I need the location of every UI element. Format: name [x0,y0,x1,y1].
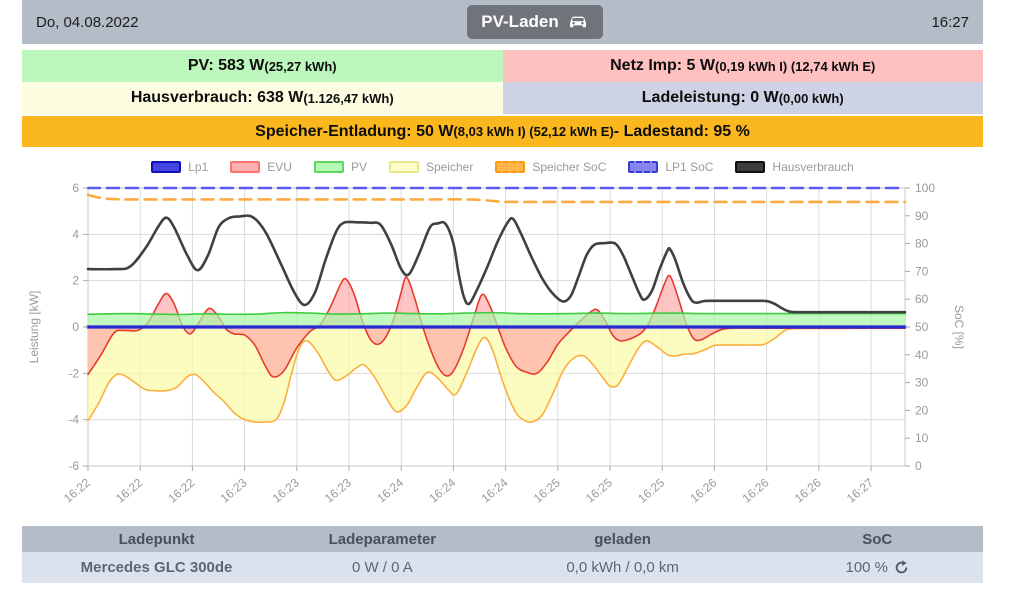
legend-item-speicher-soc: Speicher SoC [495,160,606,174]
svg-text:16:24: 16:24 [479,475,511,505]
svg-text:-6: -6 [68,459,79,473]
svg-text:50: 50 [915,320,929,334]
legend-label: Lp1 [188,160,209,174]
svg-text:0: 0 [915,459,922,473]
svg-text:30: 30 [915,376,929,390]
chart-section: Lp1 EVU PV Speicher Speicher SoC LP1 SoC Hausv… [22,157,983,522]
svg-text:0: 0 [72,320,79,334]
status-cell-pv: PV: 583 W (25,27 kWh) [22,50,503,82]
svg-text:16:25: 16:25 [583,475,615,505]
date-label: Do, 04.08.2022 [36,13,139,31]
svg-text:16:22: 16:22 [113,475,145,505]
legend-item-lp1-soc: LP1 SoC [628,160,713,174]
svg-text:16:22: 16:22 [165,475,197,505]
legend-swatch [495,161,526,173]
geladen-value: 0,0 kWh / 0,0 km [566,559,679,576]
legend-label: LP1 SoC [665,160,714,174]
charge-mode-label: PV-Laden [481,12,559,31]
svg-text:16:26: 16:26 [687,475,719,505]
svg-text:16:24: 16:24 [426,475,458,505]
legend-swatch [313,161,344,173]
legend-swatch [388,161,419,173]
svg-text:16:23: 16:23 [218,475,250,505]
svg-text:16:25: 16:25 [635,475,667,505]
svg-text:16:27: 16:27 [844,475,876,505]
svg-text:SoC [%]: SoC [%] [952,305,966,349]
svg-text:16:26: 16:26 [740,475,772,505]
svg-text:16:23: 16:23 [322,475,354,505]
ladeparameter-value: 0 W / 0 A [351,559,413,576]
legend-label: Speicher SoC [532,160,607,174]
status-text-speicher: (8,03 kWh I) (52,12 kWh E) [453,124,614,139]
legend-label: EVU [267,160,292,174]
status-text-netz: Netz Imp: 5 W [610,57,715,74]
svg-text:70: 70 [915,264,929,278]
svg-text:100: 100 [915,181,935,195]
svg-text:60: 60 [915,292,929,306]
legend-swatch [230,161,261,173]
status-text-ladeleistung: (0,00 kWh) [778,90,844,106]
legend-swatch [151,161,182,173]
svg-text:6: 6 [72,181,79,195]
car-icon [567,15,589,29]
header-ladeparameter: Ladeparameter [328,530,437,548]
status-text-ladeleistung: Ladeleistung: 0 W [641,89,779,106]
svg-text:10: 10 [915,431,929,445]
legend-item-lp1: Lp1 [151,160,208,174]
status-banner-speicher: Speicher-Entladung: 50 W (8,03 kWh I) (5… [22,116,983,147]
svg-text:-2: -2 [68,366,79,380]
chargepoint-table: Ladepunkt Ladeparameter geladen SoC Merc… [22,526,983,583]
table-header-row: Ladepunkt Ladeparameter geladen SoC [22,526,983,552]
legend-label: Speicher [425,160,474,174]
legend-item-hausverbrauch: Hausverbrauch [735,160,854,174]
legend-item-pv: PV [313,160,367,174]
legend-swatch [735,161,766,173]
charge-mode-button[interactable]: PV-Laden [467,5,603,39]
status-text-pv: PV: 583 W [187,57,265,74]
svg-text:16:25: 16:25 [531,475,563,505]
svg-text:16:23: 16:23 [270,475,302,505]
header-ladepunkt: Ladepunkt [118,530,195,548]
status-text-hausverbrauch: Hausverbrauch: 638 W [130,89,304,106]
svg-text:90: 90 [915,209,929,223]
vehicle-name: Mercedes GLC 300de [80,559,233,576]
svg-text:Leistung [kW]: Leistung [kW] [27,291,41,364]
status-text-netz: (0,19 kWh I) (12,74 kWh E) [715,58,876,74]
legend-label: Hausverbrauch [772,160,854,174]
svg-text:16:24: 16:24 [374,475,406,505]
status-cell-hausverbrauch: Hausverbrauch: 638 W (1.126,47 kWh) [22,82,503,114]
status-text-hausverbrauch: (1.126,47 kWh) [303,90,394,106]
status-cell-netz: Netz Imp: 5 W (0,19 kWh I) (12,74 kWh E) [502,50,983,82]
status-text-speicher: Speicher-Entladung: 50 W [255,122,454,140]
legend-label: PV [350,160,367,174]
svg-text:16:26: 16:26 [792,475,824,505]
status-cell-ladeleistung: Ladeleistung: 0 W (0,00 kWh) [502,82,983,114]
soc-value: 100 % [845,559,889,576]
legend-swatch [628,161,659,173]
status-text-speicher: - Ladestand: 95 % [613,122,750,140]
clock-label: 16:27 [931,13,969,31]
table-row: Mercedes GLC 300de 0 W / 0 A 0,0 kWh / 0… [22,552,983,583]
svg-text:-4: -4 [68,413,79,427]
chart-legend: Lp1 EVU PV Speicher Speicher SoC LP1 SoC Hausv… [22,157,983,177]
svg-text:40: 40 [915,348,929,362]
legend-item-speicher: Speicher [388,160,474,174]
legend-item-evu: EVU [230,160,292,174]
top-bar: Do, 04.08.2022 PV-Laden 16:27 [22,0,983,44]
svg-text:16:22: 16:22 [61,475,93,505]
header-geladen: geladen [594,530,651,548]
header-soc: SoC [862,530,893,548]
status-text-pv: (25,27 kWh) [264,58,337,74]
soc-refresh-icon[interactable] [894,560,909,575]
svg-text:4: 4 [72,227,79,241]
svg-text:80: 80 [915,237,929,251]
svg-text:20: 20 [915,403,929,417]
soc-cell: 100 % [772,552,983,583]
svg-text:2: 2 [72,274,79,288]
status-grid: PV: 583 W (25,27 kWh) Netz Imp: 5 W (0,1… [22,50,983,114]
